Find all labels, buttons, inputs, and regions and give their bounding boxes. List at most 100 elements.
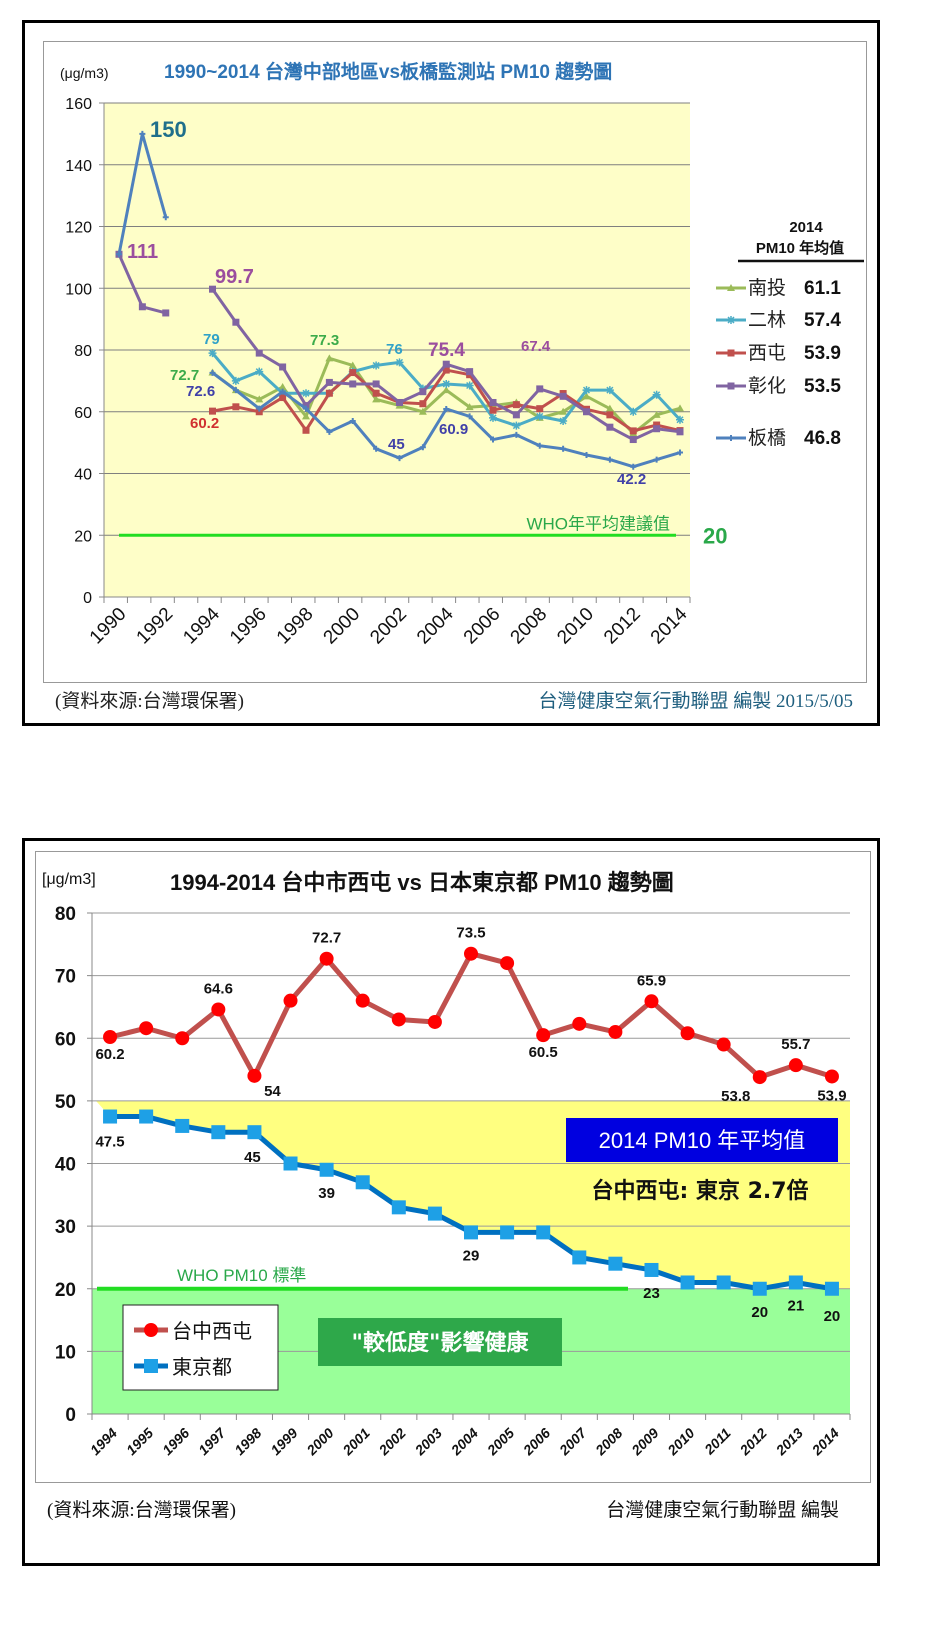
data-label-台中西屯: 65.9 [637,972,666,989]
data-point-彰化 [162,309,170,317]
data-point-板橋 [583,451,590,458]
chart-title: 1990~2014 台灣中部地區vs板橋監測站 PM10 趨勢圖 [164,60,612,83]
data-label: 77.3 [310,332,339,349]
data-point-彰化 [606,423,614,431]
data-point-板橋 [677,449,683,456]
data-point-板橋 [490,436,496,443]
data-point-台中西屯 [103,1029,118,1044]
y-tick-label: 20 [55,1280,76,1301]
data-point-二林 [255,367,264,376]
data-point-板橋 [653,456,660,463]
data-point-東京都 [644,1262,659,1277]
who-reference-label: WHO PM10 標準 [177,1266,306,1285]
data-label-台中西屯: 60.5 [529,1044,558,1061]
data-label-東京都: 39 [318,1185,335,1202]
data-point-南投 [442,386,451,394]
x-tick-label: 1996 [159,1425,192,1458]
x-tick-label: 2004 [447,1425,481,1459]
who-reference-label: WHO年平均建議值 [526,514,670,533]
data-point-台中西屯 [824,1069,839,1084]
data-point-東京都 [391,1200,406,1215]
data-label-台中西屯: 64.6 [204,980,233,997]
x-tick-label: 1994 [87,1425,120,1458]
data-point-二林 [629,407,638,416]
data-point-彰化 [372,380,380,388]
data-point-台中西屯 [500,956,515,971]
data-point-台中西屯 [355,993,370,1008]
x-tick-label: 2013 [772,1425,806,1459]
data-label-台中西屯: 53.8 [721,1088,750,1105]
data-point-東京都 [572,1250,587,1265]
y-tick-label: 60 [74,405,92,422]
data-point-台中西屯 [319,951,334,966]
data-point-台中西屯 [427,1014,442,1029]
data-point-東京都 [247,1125,262,1140]
data-point-台中西屯 [247,1068,262,1083]
y-tick-label: 30 [55,1217,76,1238]
data-point-南投 [255,395,264,403]
data-point-二林 [208,349,217,358]
legend-marker [727,382,735,390]
data-point-南投 [652,410,661,418]
data-point-二林 [372,361,381,370]
data-point-東京都 [608,1256,623,1271]
data-point-西屯 [325,389,333,397]
data-point-東京都 [139,1109,154,1124]
annual-average-box-label: 2014 PM10 年平均值 [599,1128,806,1153]
data-point-東京都 [716,1275,731,1290]
data-point-台中西屯 [752,1070,767,1085]
data-point-二林 [302,389,310,398]
data-point-板橋 [139,130,146,137]
legend-title-label: PM10 年均值 [756,239,844,257]
data-label-台中西屯: 53.9 [817,1087,846,1104]
legend-marker [728,435,734,441]
legend-marker [144,1323,158,1337]
x-tick-label: 2006 [519,1425,553,1459]
y-tick-label: 70 [55,967,76,988]
data-point-板橋 [396,455,403,462]
legend-label: 二林 [748,309,786,331]
data-label-東京都: 29 [463,1247,480,1264]
data-point-板橋 [419,444,426,451]
data-point-西屯 [489,406,497,414]
y-tick-label: 80 [55,904,76,925]
data-point-東京都 [788,1275,803,1290]
low-impact-box [318,1318,562,1366]
data-point-彰化 [559,392,567,400]
data-point-二林 [489,413,497,422]
data-point-台中西屯 [572,1016,587,1031]
y-tick-label: 100 [65,281,92,298]
data-label: 42.2 [617,471,646,488]
data-label: 45 [388,436,405,453]
data-point-東京都 [680,1275,695,1290]
data-point-西屯 [255,408,263,416]
data-point-西屯 [629,427,637,435]
data-point-彰化 [536,385,544,393]
data-point-南投 [582,392,591,400]
x-tick-label: 2009 [628,1425,662,1459]
data-point-板橋 [256,405,263,412]
y-tick-label: 0 [65,1405,76,1426]
data-point-西屯 [419,400,427,408]
data-point-二林 [582,386,591,395]
x-tick-label: 1999 [267,1425,300,1458]
data-point-西屯 [606,411,614,419]
x-tick-label: 2007 [555,1424,590,1459]
y-tick-label: 20 [74,528,92,545]
y-axis-unit: [μg/m3] [42,871,96,888]
data-point-台中西屯 [391,1012,406,1027]
data-point-彰化 [255,349,263,357]
data-point-彰化 [442,360,450,368]
data-point-板橋 [513,431,520,438]
data-point-二林 [676,415,684,424]
data-point-彰化 [629,436,637,444]
legend-value: 53.5 [804,376,841,397]
data-point-西屯 [302,426,310,434]
x-tick-label: 2014 [808,1425,842,1459]
data-point-彰化 [209,285,216,293]
legend-marker [144,1359,158,1373]
y-tick-label: 40 [55,1155,76,1176]
y-tick-label: 50 [55,1092,76,1113]
y-tick-label: 10 [55,1342,76,1363]
data-label: 72.7 [170,367,199,384]
